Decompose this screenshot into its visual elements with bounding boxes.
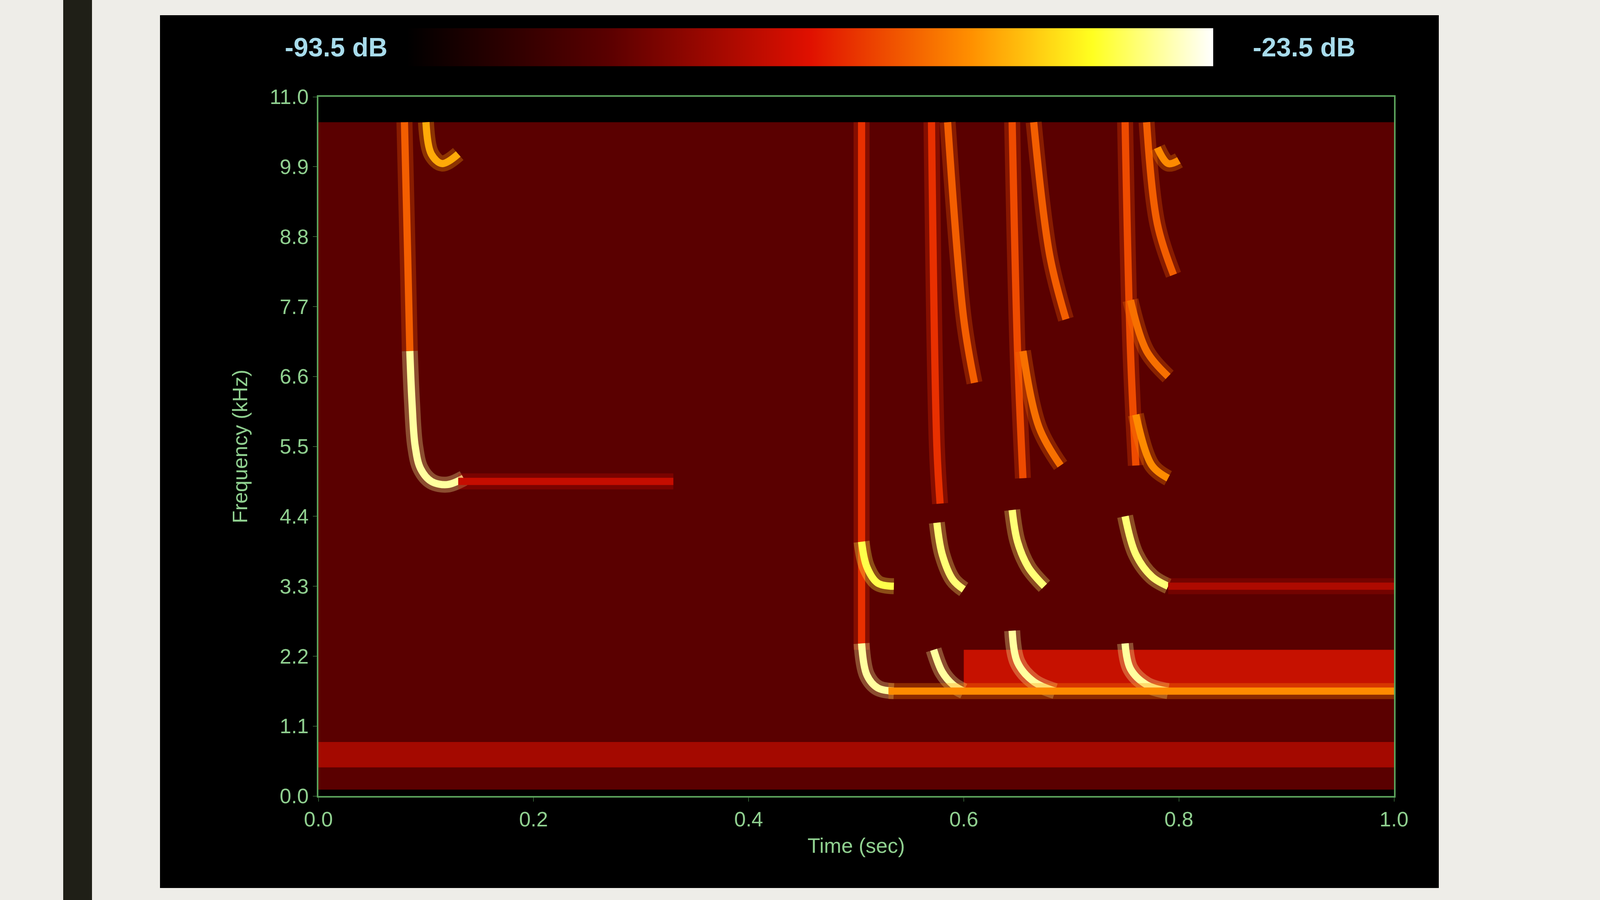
svg-text:0.0: 0.0	[279, 784, 309, 808]
svg-text:8.8: 8.8	[279, 225, 309, 249]
svg-text:6.6: 6.6	[279, 364, 309, 388]
svg-text:0.0: 0.0	[304, 807, 333, 831]
svg-text:-23.5 dB: -23.5 dB	[1252, 32, 1356, 62]
svg-text:-93.5 dB: -93.5 dB	[284, 32, 388, 62]
svg-text:Time (sec): Time (sec)	[807, 834, 906, 858]
svg-text:0.4: 0.4	[734, 807, 763, 831]
svg-text:1.0: 1.0	[1379, 807, 1409, 831]
svg-text:0.8: 0.8	[1164, 807, 1194, 831]
svg-text:1.1: 1.1	[279, 714, 309, 738]
svg-text:4.4: 4.4	[279, 504, 309, 528]
svg-text:9.9: 9.9	[279, 155, 309, 179]
svg-text:2.2: 2.2	[279, 644, 309, 668]
svg-text:0.6: 0.6	[949, 807, 978, 831]
svg-text:5.5: 5.5	[279, 434, 309, 458]
svg-text:3.3: 3.3	[279, 574, 309, 598]
svg-text:0.2: 0.2	[519, 807, 548, 831]
svg-text:Frequency (kHz): Frequency (kHz)	[228, 369, 252, 524]
svg-text:7.7: 7.7	[279, 295, 309, 319]
svg-text:11.0: 11.0	[269, 85, 309, 109]
